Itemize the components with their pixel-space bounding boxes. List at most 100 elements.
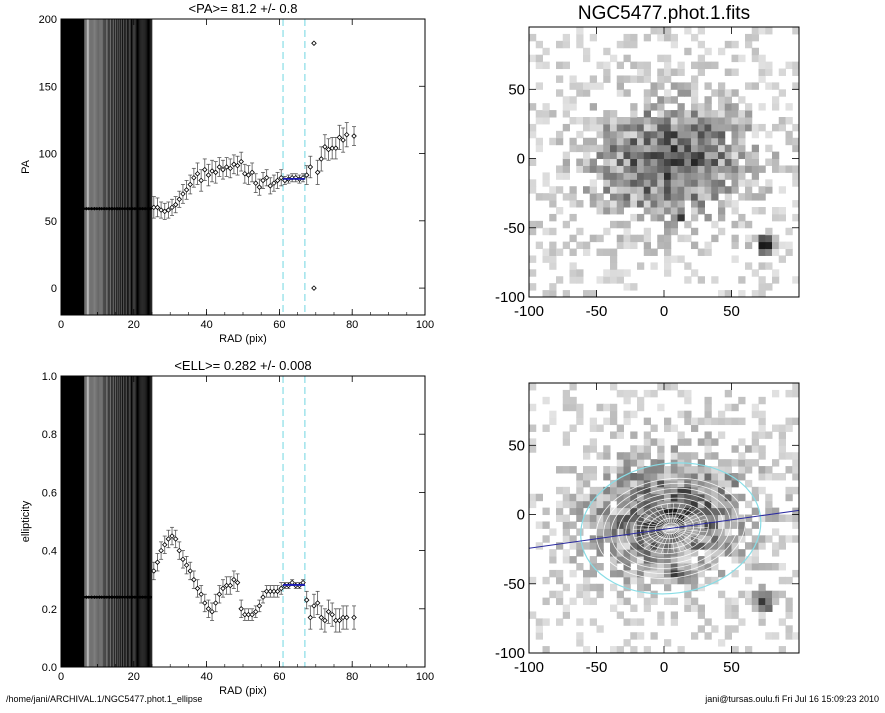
image-pixel [772, 549, 780, 557]
image-pixel [657, 466, 665, 474]
radial-line [654, 506, 671, 529]
constant-marker [138, 206, 142, 211]
image-pixel [731, 123, 739, 132]
image-pixel [616, 151, 624, 160]
image-pixel [549, 227, 557, 236]
image-pixel [556, 89, 564, 97]
image-pixel [623, 123, 631, 132]
image-pixel [691, 110, 699, 118]
image-pixel [562, 466, 570, 474]
image-pixel [603, 117, 611, 125]
image-pixel [623, 639, 631, 647]
image-pixel [657, 27, 665, 35]
image-pixel [718, 514, 726, 522]
image-pixel [724, 40, 732, 49]
image-pixel [643, 604, 651, 612]
image-pixel [751, 590, 759, 599]
image-pixel [556, 569, 564, 578]
image-pixel [691, 632, 699, 640]
image-pixel [589, 507, 597, 516]
image-pixel [792, 137, 799, 146]
image-pixel [643, 179, 651, 187]
image-pixel [603, 417, 611, 426]
image-pixel [542, 576, 550, 585]
image-pixel [569, 493, 577, 502]
image-pixel [758, 54, 766, 63]
y-axis-label: PA [20, 159, 32, 174]
image-pixel [677, 556, 685, 564]
image-pixel [630, 549, 638, 557]
image-pixel [657, 549, 665, 557]
data-point [158, 547, 164, 554]
x-tick-label: 80 [346, 319, 358, 331]
image-pixel [556, 618, 564, 626]
image-pixel [718, 639, 726, 647]
image-pixel [691, 137, 699, 146]
image-pixel [718, 47, 726, 56]
radial-line [644, 528, 671, 549]
constant-marker [112, 206, 117, 211]
image-pixel [684, 117, 692, 125]
image-pixel [589, 521, 597, 529]
image-pixel [535, 542, 543, 550]
constant-marker [92, 206, 96, 211]
image-pixel [549, 193, 557, 201]
image-pixel [711, 535, 719, 543]
constant-marker [87, 595, 91, 599]
image-pixel [704, 186, 712, 194]
image-pixel [542, 61, 550, 70]
data-point [278, 174, 284, 181]
image-pixel [745, 542, 753, 550]
image-pixel [583, 165, 591, 173]
x-tick-label: -100 [514, 659, 544, 676]
image-pixel [751, 165, 759, 173]
image-pixel [745, 241, 753, 250]
image-pixel [724, 466, 732, 474]
data-point [176, 547, 183, 554]
constant-marker [84, 595, 89, 599]
image-pixel [738, 521, 746, 529]
image-pixel [778, 68, 786, 76]
image-pixel [616, 241, 624, 250]
image-pixel [664, 262, 672, 270]
image-pixel [718, 486, 726, 495]
image-pixel [637, 500, 645, 509]
image-pixel [772, 151, 780, 160]
image-pixel [684, 604, 692, 612]
image-pixel [738, 549, 746, 557]
image-pixel [718, 89, 726, 97]
image-pixel [718, 535, 726, 543]
image-pixel [630, 61, 638, 70]
data-point [198, 177, 204, 184]
data-point [172, 201, 179, 208]
image-pixel [758, 597, 766, 606]
image-pixel [670, 383, 678, 391]
image-pixel [670, 193, 678, 201]
inner-fill [61, 376, 85, 667]
image-pixel [643, 89, 651, 97]
image-pixel [664, 542, 672, 550]
data-point [260, 177, 266, 184]
image-pixel [664, 424, 672, 432]
image-pixel [765, 500, 773, 509]
image-pixel [758, 611, 766, 619]
image-pixel [529, 403, 537, 412]
image-pixel [616, 269, 624, 277]
constant-marker [84, 206, 89, 211]
y-tick-label: 0.0 [42, 662, 57, 674]
image-pixel [650, 507, 658, 516]
constant-marker [94, 595, 99, 599]
data-point [318, 614, 325, 621]
image-pixel [785, 452, 793, 460]
y-tick-label: -100 [495, 289, 525, 306]
image-pixel [691, 179, 699, 187]
image-pixel [751, 549, 759, 557]
image-pixel [778, 186, 786, 194]
image-pixel [596, 528, 604, 536]
image-pixel [758, 61, 766, 70]
image-pixel [657, 123, 665, 132]
image-pixel [745, 234, 753, 243]
image-pixel [623, 597, 631, 606]
image-pixel [562, 486, 570, 495]
